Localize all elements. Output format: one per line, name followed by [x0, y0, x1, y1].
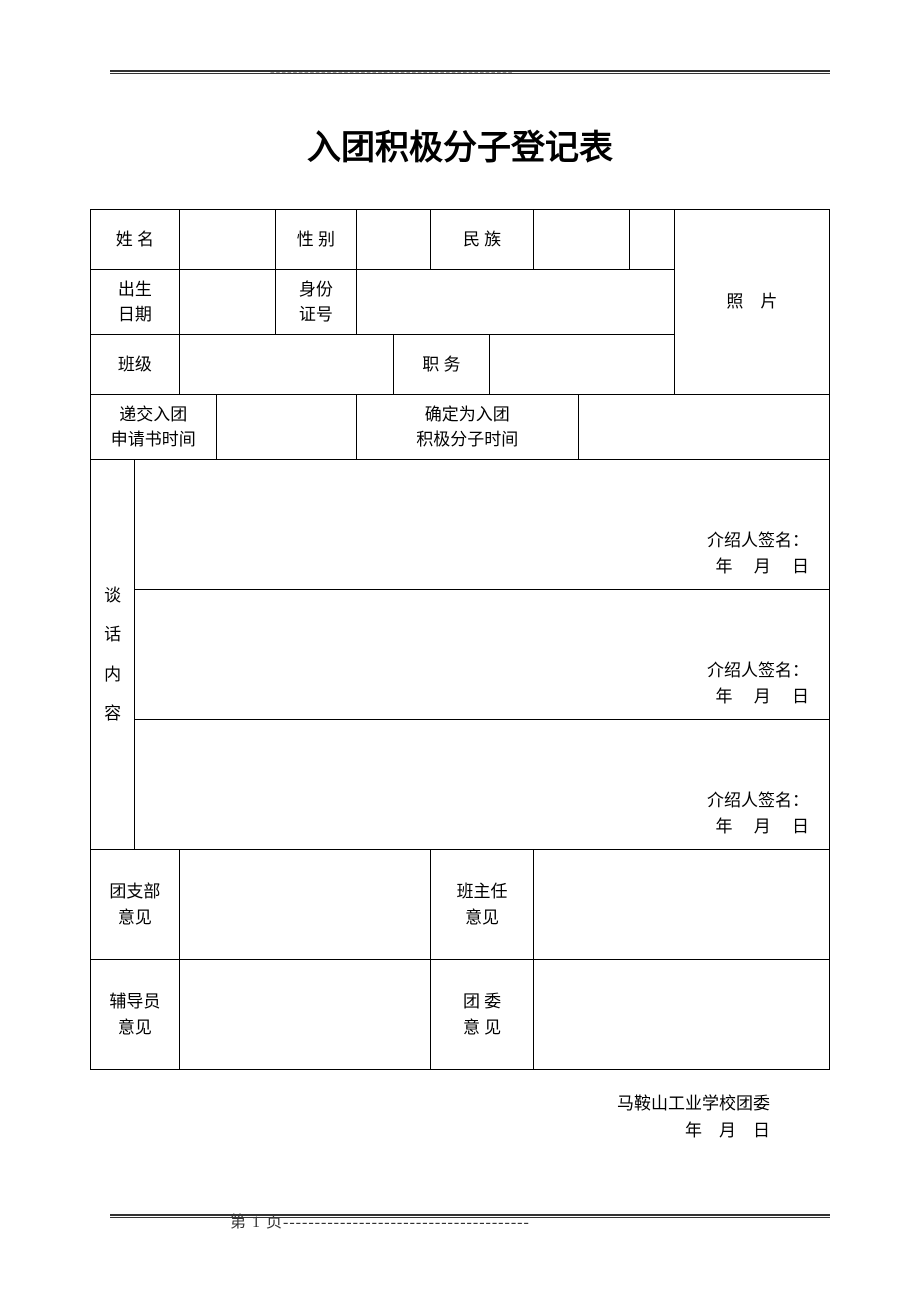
- label-talk: 谈 话 内 容: [91, 460, 135, 850]
- footer-org-block: 马鞍山工业学校团委 年 月 日: [90, 1090, 770, 1144]
- sig-label-2: 介绍人签名：: [143, 658, 809, 684]
- footer-org: 马鞍山工业学校团委: [90, 1090, 770, 1117]
- page-footer-area: 第 1 页-----------------------------------…: [110, 1214, 830, 1232]
- label-class: 班级: [91, 335, 180, 395]
- talk-block-3[interactable]: 介绍人签名： 年 月 日: [135, 720, 830, 850]
- field-name[interactable]: [179, 210, 275, 270]
- label-confirm-time: 确定为入团 积极分子时间: [356, 395, 578, 460]
- sig-date-2: 年 月 日: [143, 684, 809, 710]
- label-position: 职 务: [393, 335, 489, 395]
- label-birth: 出生 日期: [91, 270, 180, 335]
- blank-cell-1: [630, 210, 674, 270]
- field-birth[interactable]: [179, 270, 275, 335]
- talk-block-2[interactable]: 介绍人签名： 年 月 日: [135, 590, 830, 720]
- field-committee-opinion[interactable]: [534, 960, 830, 1070]
- field-position[interactable]: [489, 335, 674, 395]
- field-ethnicity[interactable]: [534, 210, 630, 270]
- label-submit-time: 递交入团 申请书时间: [91, 395, 217, 460]
- sig-date-1: 年 月 日: [143, 554, 809, 580]
- sig-label-3: 介绍人签名：: [143, 788, 809, 814]
- label-photo: 照 片: [674, 210, 829, 395]
- bottom-dashes: ---------------------------------------: [283, 1214, 530, 1231]
- registration-table: 姓 名 性 别 民 族 照 片 出生 日期 身份 证号 班级 职 务 递交入团 …: [90, 209, 830, 1070]
- sig-date-3: 年 月 日: [143, 814, 809, 840]
- top-rule: [110, 70, 830, 74]
- field-idno[interactable]: [356, 270, 674, 335]
- footer-date: 年 月 日: [90, 1117, 770, 1144]
- label-counselor-opinion: 辅导员 意见: [91, 960, 180, 1070]
- field-branch-opinion[interactable]: [179, 850, 430, 960]
- field-counselor-opinion[interactable]: [179, 960, 430, 1070]
- page-container: ----------------------------------------…: [0, 0, 920, 1204]
- field-class[interactable]: [179, 335, 393, 395]
- label-idno: 身份 证号: [275, 270, 356, 335]
- label-ethnicity: 民 族: [430, 210, 533, 270]
- label-gender: 性 别: [275, 210, 356, 270]
- sig-label-1: 介绍人签名：: [143, 528, 809, 554]
- field-submit-time[interactable]: [216, 395, 356, 460]
- label-headteacher-opinion: 班主任 意见: [430, 850, 533, 960]
- label-name: 姓 名: [91, 210, 180, 270]
- label-branch-opinion: 团支部 意见: [91, 850, 180, 960]
- field-headteacher-opinion[interactable]: [534, 850, 830, 960]
- label-committee-opinion: 团 委 意 见: [430, 960, 533, 1070]
- talk-block-1[interactable]: 介绍人签名： 年 月 日: [135, 460, 830, 590]
- field-gender[interactable]: [356, 210, 430, 270]
- page-number: 第 1 页: [230, 1214, 283, 1231]
- page-number-line: 第 1 页-----------------------------------…: [230, 1208, 830, 1232]
- field-confirm-time[interactable]: [578, 395, 829, 460]
- document-title: 入团积极分子登记表: [90, 120, 830, 169]
